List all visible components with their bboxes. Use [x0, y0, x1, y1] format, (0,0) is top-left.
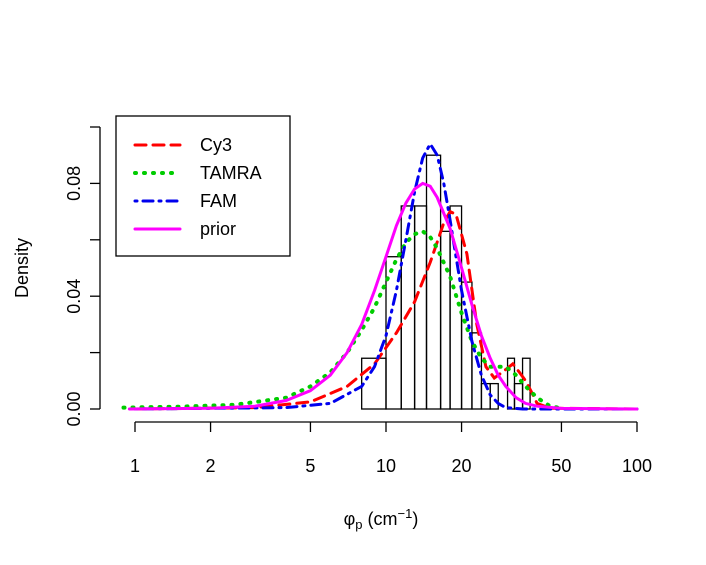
x-tick-label: 5 [305, 456, 315, 476]
y-tick-label: 0.08 [64, 166, 84, 201]
y-tick-label: 0.00 [64, 391, 84, 426]
x-tick-label: 2 [206, 456, 216, 476]
legend-label-cy3: Cy3 [200, 135, 232, 155]
y-axis-label: Density [12, 238, 32, 298]
x-ticks: 1 2 5 10 20 50 100 [130, 422, 652, 476]
histogram-bar [439, 230, 451, 410]
histogram-bar [400, 205, 416, 410]
x-axis-label-unit: (cm [363, 509, 398, 529]
x-axis-label-sub: p [355, 517, 362, 532]
x-axis-label-main: φ [344, 509, 356, 529]
legend-label-tamra: TAMRA [200, 163, 262, 183]
series-line-fam [133, 140, 639, 411]
legend-box [115, 115, 291, 257]
y-tick-label: 0.04 [64, 279, 84, 314]
histogram-bar [471, 332, 483, 410]
legend-label-fam: FAM [200, 191, 237, 211]
y-ticks: 0.00 0.04 0.08 [64, 126, 100, 427]
x-tick-label: 1 [130, 456, 140, 476]
legend: Cy3 TAMRA FAM prior [115, 115, 291, 257]
x-axis-label-close: ) [412, 509, 418, 529]
histogram-bar [413, 205, 428, 410]
x-tick-label: 10 [376, 456, 396, 476]
x-axis-label: φp (cm−1) [344, 506, 419, 532]
x-tick-label: 50 [551, 456, 571, 476]
x-tick-label: 20 [452, 456, 472, 476]
x-tick-label: 100 [622, 456, 652, 476]
series-line-prior [127, 181, 639, 411]
series-line-cy3 [133, 209, 639, 411]
legend-label-prior: prior [200, 219, 236, 239]
series-line-tamra [121, 229, 564, 411]
axes: 1 2 5 10 20 50 100 0.00 0.04 0.08 [64, 126, 652, 476]
x-axis-label-sup: −1 [398, 506, 413, 521]
density-curves [121, 140, 639, 411]
